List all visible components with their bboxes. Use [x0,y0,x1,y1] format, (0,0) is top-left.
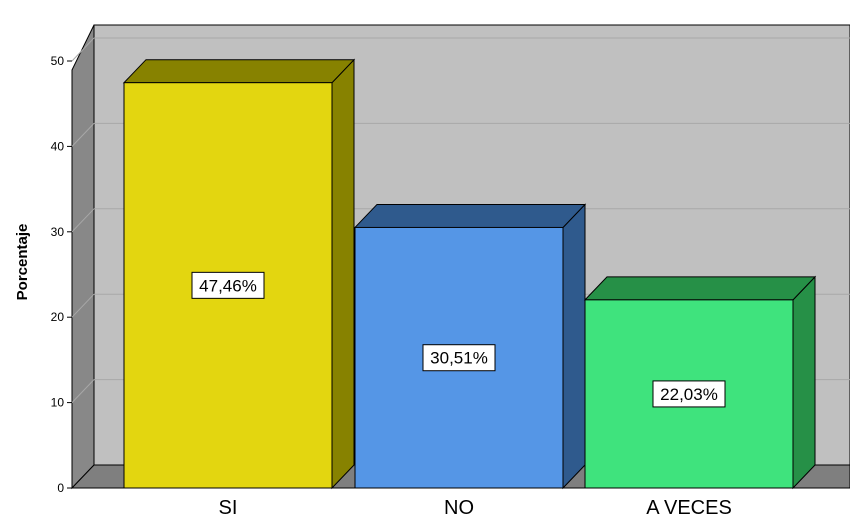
bar-side [562,203,586,490]
data-label-box [191,271,265,299]
bar-top [353,203,587,228]
gridline-side [71,379,95,403]
x-tick-label: SI [219,497,238,519]
gridline-side [71,208,95,233]
y-tick-label: 40 [51,139,65,153]
bar-top [122,59,356,84]
y-tick-label: 20 [51,310,65,324]
data-label-box [652,380,726,408]
bar-side [331,58,355,490]
bar-top [583,276,817,301]
x-tick-label: A VECES [646,497,732,519]
bar-side [792,275,816,490]
y-tick-label: 0 [57,481,64,495]
gridline-side [71,123,95,147]
data-label: 47,46% [199,276,257,295]
gridline-side [71,37,95,62]
data-label: 22,03% [660,385,718,404]
y-tick-label: 30 [51,225,65,239]
data-label-box [422,344,496,372]
bar [123,82,333,489]
data-label: 30,51% [430,349,488,368]
side-wall [71,24,95,490]
gridline-side [71,293,95,318]
x-tick-label: NO [444,497,474,519]
y-axis-label: Porcentaje [14,224,31,301]
y-tick-label: 10 [51,396,65,410]
y-tick-label: 50 [51,54,65,68]
